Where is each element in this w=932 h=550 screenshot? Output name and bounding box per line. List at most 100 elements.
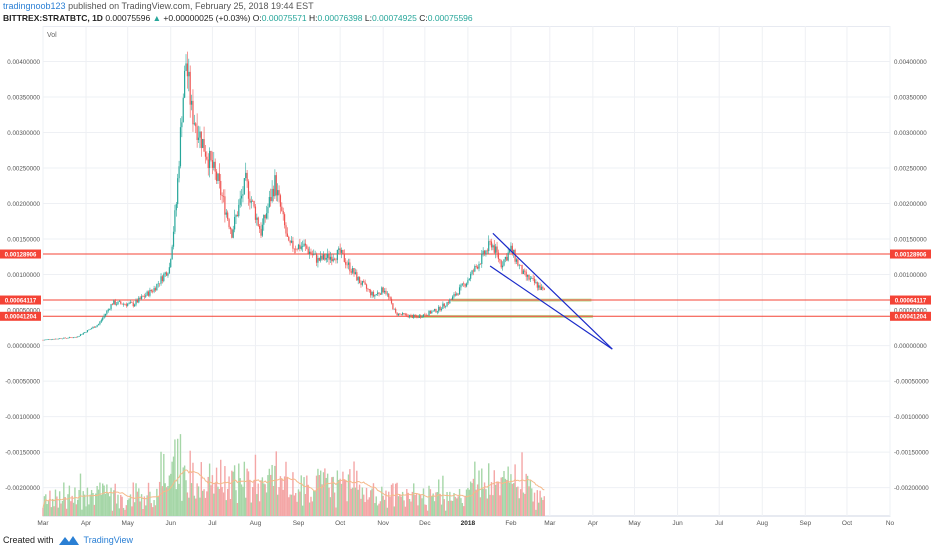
candle: [89, 328, 91, 330]
candle-body: [236, 214, 238, 217]
x-tick-label: Jun: [166, 520, 177, 527]
y-tick-label-left: 0.00350000: [7, 95, 40, 102]
candle: [74, 336, 76, 338]
candle-body: [188, 71, 190, 77]
candle-body: [397, 313, 400, 316]
candle: [200, 131, 202, 157]
volume-bar: [404, 506, 407, 516]
tradingview-brand-link[interactable]: TradingView: [83, 535, 134, 545]
volume-bar: [175, 489, 177, 516]
candle: [213, 151, 215, 171]
candle: [408, 314, 411, 319]
price-chart[interactable]: 0.00400000 0.00400000 0.00350000 0.00350000…: [0, 26, 932, 532]
y-tick-label-left: -0.00200000: [5, 485, 40, 492]
volume-bar: [68, 485, 71, 516]
candle-body: [197, 137, 200, 141]
candle: [435, 308, 437, 313]
candle: [104, 313, 107, 318]
candle: [500, 259, 502, 269]
candle-body: [324, 254, 326, 260]
candle: [149, 287, 151, 298]
volume-bar: [413, 483, 415, 516]
candle-body: [467, 280, 469, 284]
candle: [421, 315, 423, 318]
volume-bar: [113, 490, 115, 516]
candle-body: [92, 326, 94, 329]
candle-body: [295, 248, 297, 250]
volume-bar: [50, 507, 53, 516]
candle-body: [417, 316, 419, 318]
volume-bar: [117, 494, 119, 516]
candle-body: [267, 206, 269, 214]
volume-bar: [339, 478, 341, 516]
candle: [440, 307, 443, 312]
volume-bar: [56, 496, 58, 516]
candle-body: [285, 225, 287, 234]
volume-bar: [253, 479, 255, 516]
candle-body: [322, 254, 325, 260]
volume-bar: [176, 438, 179, 516]
candle: [318, 257, 320, 262]
candle: [190, 94, 193, 111]
volume-bar: [203, 489, 205, 516]
volume-bar: [270, 474, 272, 516]
candle: [159, 283, 161, 287]
volume-bar: [133, 502, 136, 516]
volume-bar: [108, 496, 111, 516]
candle-body: [474, 266, 476, 272]
candle: [225, 209, 227, 218]
candle-body: [363, 281, 365, 283]
volume-bar: [301, 505, 304, 516]
tradingview-logo-icon[interactable]: [58, 534, 80, 546]
candle-body: [122, 303, 125, 305]
volume-bar: [122, 507, 125, 516]
author-link[interactable]: tradingnoob123: [3, 1, 66, 11]
candle: [107, 308, 109, 313]
volume-bar: [265, 492, 268, 516]
candle: [485, 249, 487, 257]
candle-body: [340, 249, 343, 253]
candle-body: [540, 286, 543, 290]
candle-body: [84, 332, 86, 333]
candle-body: [477, 266, 479, 269]
volume-bar: [371, 488, 373, 516]
volume-bar: [454, 496, 457, 516]
volume-bar: [468, 489, 470, 516]
volume-bar: [61, 500, 64, 516]
candle-body: [496, 246, 498, 253]
candle: [54, 338, 57, 340]
candle: [46, 339, 48, 341]
candle-body: [192, 100, 194, 125]
candle-body: [327, 253, 329, 258]
candle-body: [50, 339, 52, 341]
volume-bar: [492, 495, 494, 516]
candle-body: [492, 245, 494, 248]
candle: [102, 316, 104, 322]
candle: [406, 312, 408, 318]
candle: [100, 318, 102, 323]
candle-body: [371, 291, 373, 296]
candle-body: [413, 315, 415, 318]
volume-bar: [131, 506, 133, 516]
volume-bar: [165, 487, 168, 516]
candle-body: [411, 315, 413, 318]
candle-body: [313, 254, 315, 256]
open-value: 0.00075571: [261, 13, 307, 23]
candle-body: [447, 302, 450, 304]
candle: [238, 199, 240, 218]
y-tick-label-left: -0.00050000: [5, 379, 40, 386]
candle: [360, 280, 362, 288]
candle-body: [170, 259, 172, 268]
candle: [414, 313, 416, 319]
candle-body: [75, 337, 77, 338]
candle-body: [508, 250, 511, 253]
volume-bar: [274, 465, 276, 516]
y-tick-label-right: 0.00050000: [894, 308, 927, 315]
y-tick-label-right: 0.00150000: [894, 237, 927, 244]
volume-bar: [79, 473, 82, 516]
candle: [96, 324, 98, 328]
candle-body: [220, 180, 222, 196]
candle: [229, 226, 232, 235]
volume-bar: [364, 502, 366, 516]
volume-bar: [197, 486, 200, 516]
